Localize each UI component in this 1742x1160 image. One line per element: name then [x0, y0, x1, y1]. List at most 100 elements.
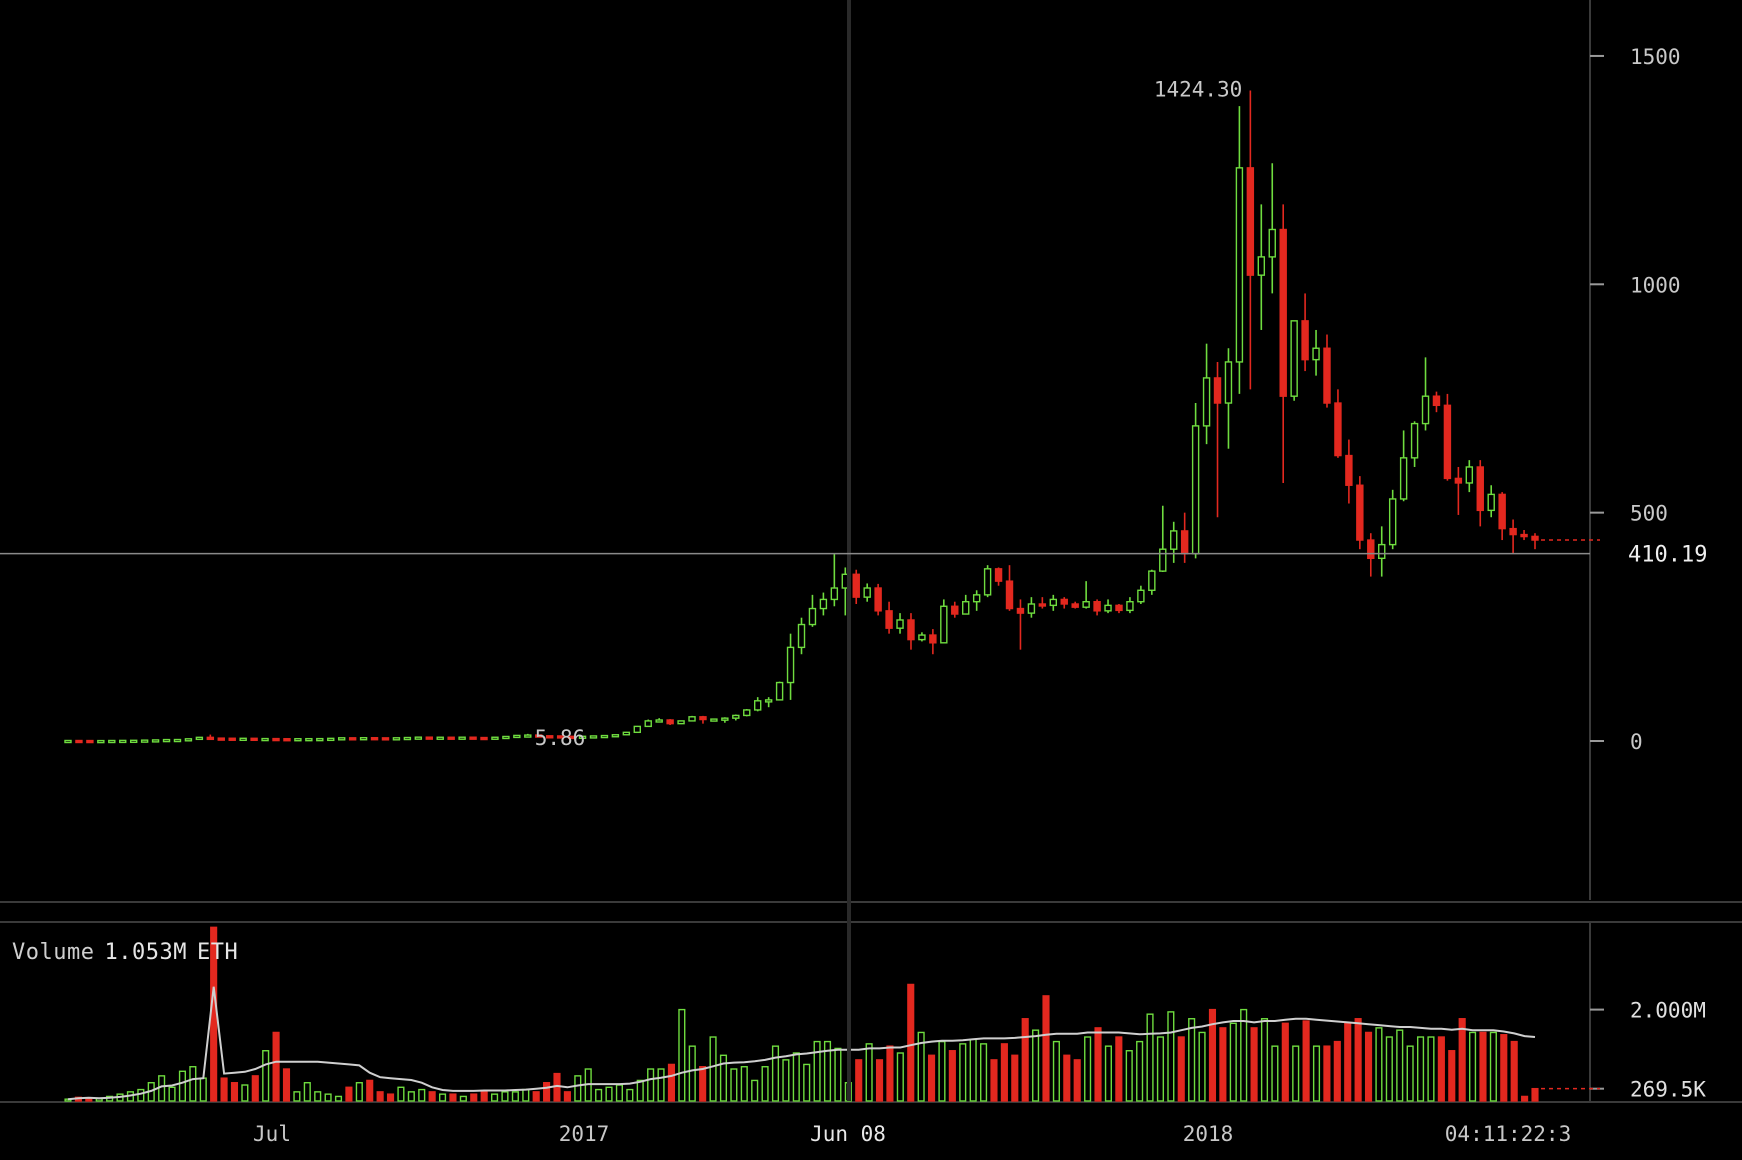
x-tick-label: 04:11:22:3	[1445, 1122, 1571, 1146]
volume-bar	[241, 1084, 249, 1102]
candle-body	[677, 720, 685, 725]
volume-bar	[563, 1091, 571, 1102]
volume-bar	[1521, 1095, 1529, 1102]
volume-bar	[1219, 1027, 1227, 1102]
volume-header-value: 1.053M	[104, 940, 187, 965]
volume-bar	[1021, 1018, 1029, 1102]
volume-bar	[511, 1091, 519, 1102]
volume-bar	[1125, 1050, 1133, 1102]
volume-bar	[397, 1086, 405, 1102]
candle-body	[863, 587, 871, 598]
candle-body	[1476, 466, 1484, 512]
candle-body	[556, 735, 565, 739]
candle-body	[1159, 548, 1167, 572]
candle-body	[414, 736, 423, 740]
candle-body	[283, 738, 291, 742]
volume-bar	[1448, 1050, 1456, 1102]
volume-bar	[886, 1045, 894, 1102]
volume-bar	[605, 1086, 613, 1102]
volume-bar	[553, 1072, 561, 1102]
candle-body	[1137, 589, 1145, 603]
volume-header: Volume 1.053M ETH	[12, 940, 238, 965]
volume-bar	[1458, 1018, 1466, 1102]
volume-tick-label: 2.000M	[1630, 999, 1706, 1023]
candle-body	[1312, 347, 1320, 361]
candle-body	[513, 734, 521, 739]
volume-bar	[1177, 1036, 1185, 1102]
volume-bar	[1094, 1027, 1102, 1102]
volume-bar	[1302, 1020, 1310, 1102]
volume-bar	[1396, 1029, 1404, 1102]
volume-bar	[1416, 1036, 1425, 1102]
candle-body	[261, 737, 269, 742]
candle-body	[721, 717, 729, 721]
volume-bar	[1104, 1045, 1112, 1102]
candle-body	[1224, 361, 1233, 404]
candle-body	[1421, 395, 1430, 425]
volume-bar	[1052, 1040, 1060, 1102]
volume-bar	[792, 1052, 800, 1102]
volume-header-unit: ETH	[196, 940, 239, 965]
x-tick-label: 2017	[559, 1122, 610, 1146]
volume-bar	[543, 1082, 551, 1102]
volume-bar	[927, 1054, 936, 1102]
candle-body	[403, 736, 412, 741]
candle-body	[545, 735, 554, 739]
volume-bar	[1198, 1031, 1206, 1102]
candle-body	[469, 736, 477, 740]
volume-bar	[1146, 1013, 1154, 1102]
volume-bar	[449, 1093, 457, 1102]
volume-header-label: Volume	[12, 940, 95, 965]
candle-body	[151, 739, 160, 743]
candle-body	[578, 735, 587, 739]
candle-body	[436, 736, 444, 740]
candle-body	[743, 709, 751, 717]
volume-bar	[438, 1093, 447, 1102]
candle-body	[1027, 603, 1036, 614]
candle-body	[294, 738, 302, 742]
candle-body	[929, 634, 937, 644]
candle-body	[173, 738, 182, 743]
candle-body	[797, 623, 806, 649]
candle-body	[710, 718, 718, 722]
candle-body	[907, 619, 915, 641]
candle-body	[688, 716, 696, 722]
candle-body	[1257, 256, 1266, 276]
volume-bar	[834, 1047, 842, 1102]
candle-body	[502, 735, 510, 740]
candle-body	[1399, 457, 1408, 500]
volume-bar	[282, 1068, 291, 1102]
volume-bar	[532, 1091, 540, 1102]
volume-bar	[1333, 1040, 1341, 1102]
candle-body	[272, 737, 280, 742]
candle-body	[1082, 601, 1090, 608]
volume-bar	[1312, 1045, 1321, 1102]
volume-bar	[678, 1008, 686, 1102]
volume-bar	[1531, 1087, 1539, 1102]
candle-body	[1038, 603, 1047, 607]
candle-body	[359, 737, 368, 741]
price-tick-label: 0	[1630, 730, 1643, 754]
price-tick-label: 500	[1630, 502, 1668, 526]
volume-bar	[699, 1066, 707, 1102]
candle-body	[1049, 598, 1058, 607]
volume-bar	[1292, 1045, 1300, 1102]
candle-body	[1115, 604, 1123, 612]
candle-body	[622, 731, 631, 736]
volume-bar	[1479, 1031, 1487, 1102]
candle-body	[316, 737, 324, 742]
volume-bar	[740, 1066, 748, 1102]
volume-bar	[1271, 1045, 1279, 1102]
volume-bar	[1000, 1043, 1008, 1102]
volume-bar	[865, 1043, 873, 1102]
candle-body	[447, 736, 455, 740]
volume-bar	[1063, 1054, 1071, 1102]
x-tick-label: Jul	[253, 1122, 291, 1146]
candle-body	[75, 739, 83, 744]
volume-bar	[1229, 1022, 1237, 1102]
volume-bar	[948, 1050, 956, 1102]
volume-bar	[480, 1091, 488, 1102]
volume-bar	[1437, 1036, 1445, 1102]
volume-bar	[1156, 1036, 1165, 1102]
grid-layer	[0, 0, 1742, 1103]
